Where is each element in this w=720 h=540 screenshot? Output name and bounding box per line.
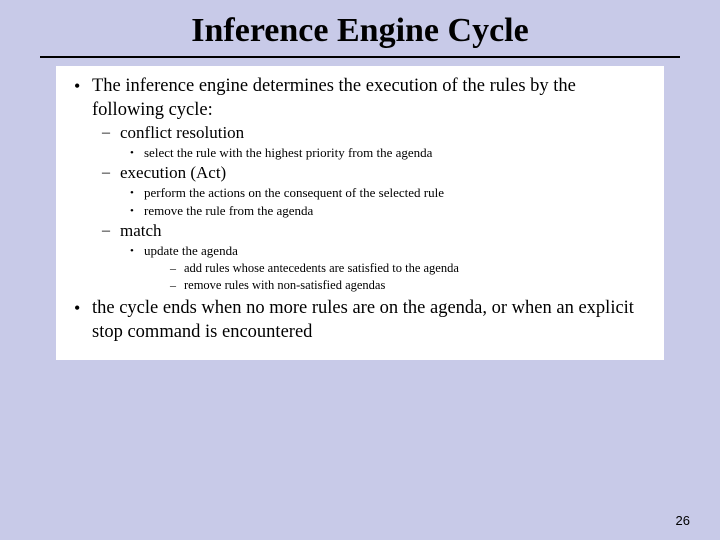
list-item: • perform the actions on the consequent … xyxy=(130,184,646,202)
bullet-list-lvl2: – conflict resolution • select the rule … xyxy=(102,122,646,294)
bullet-lvl2: – xyxy=(102,220,120,242)
list-item: • the cycle ends when no more rules are … xyxy=(74,296,646,344)
list-item: – execution (Act) • perform the actions … xyxy=(102,162,646,220)
bullet-list-lvl3: • perform the actions on the consequent … xyxy=(130,184,646,220)
list-item: • update the agenda – add rules whose an… xyxy=(130,242,646,294)
item-text: match xyxy=(120,220,646,242)
page-number: 26 xyxy=(676,513,690,528)
title-underline xyxy=(40,56,680,58)
bullet-list-lvl3: • update the agenda – add rules whose an… xyxy=(130,242,646,294)
item-text: update the agenda xyxy=(144,242,646,260)
item-text: conflict resolution xyxy=(120,122,646,144)
bullet-lvl3: • xyxy=(130,202,144,220)
list-item: – conflict resolution • select the rule … xyxy=(102,122,646,162)
bullet-list-lvl3: • select the rule with the highest prior… xyxy=(130,144,646,162)
item-text: add rules whose antecedents are satisfie… xyxy=(184,260,646,277)
slide-title: Inference Engine Cycle xyxy=(0,0,720,56)
list-item: – add rules whose antecedents are satisf… xyxy=(170,260,646,277)
bullet-lvl3: • xyxy=(130,184,144,202)
bullet-lvl4: – xyxy=(170,260,184,277)
bullet-lvl1: • xyxy=(74,74,92,98)
bullet-lvl2: – xyxy=(102,122,120,144)
item-text: perform the actions on the consequent of… xyxy=(144,184,646,202)
item-text: remove the rule from the agenda xyxy=(144,202,646,220)
list-item: – remove rules with non-satisfied agenda… xyxy=(170,277,646,294)
bullet-lvl1: • xyxy=(74,296,92,320)
bullet-lvl3: • xyxy=(130,242,144,260)
item-text: the cycle ends when no more rules are on… xyxy=(92,296,646,344)
item-text: select the rule with the highest priorit… xyxy=(144,144,646,162)
item-text: The inference engine determines the exec… xyxy=(92,74,646,122)
list-item: • remove the rule from the agenda xyxy=(130,202,646,220)
bullet-lvl3: • xyxy=(130,144,144,162)
bullet-lvl4: – xyxy=(170,277,184,294)
item-text: execution (Act) xyxy=(120,162,646,184)
list-item: • The inference engine determines the ex… xyxy=(74,74,646,294)
bullet-lvl2: – xyxy=(102,162,120,184)
bullet-list-lvl1: • The inference engine determines the ex… xyxy=(74,74,646,344)
bullet-list-lvl4: – add rules whose antecedents are satisf… xyxy=(170,260,646,294)
item-text: remove rules with non-satisfied agendas xyxy=(184,277,646,294)
list-item: – match • update the agenda xyxy=(102,220,646,294)
content-panel: • The inference engine determines the ex… xyxy=(56,66,664,360)
list-item: • select the rule with the highest prior… xyxy=(130,144,646,162)
